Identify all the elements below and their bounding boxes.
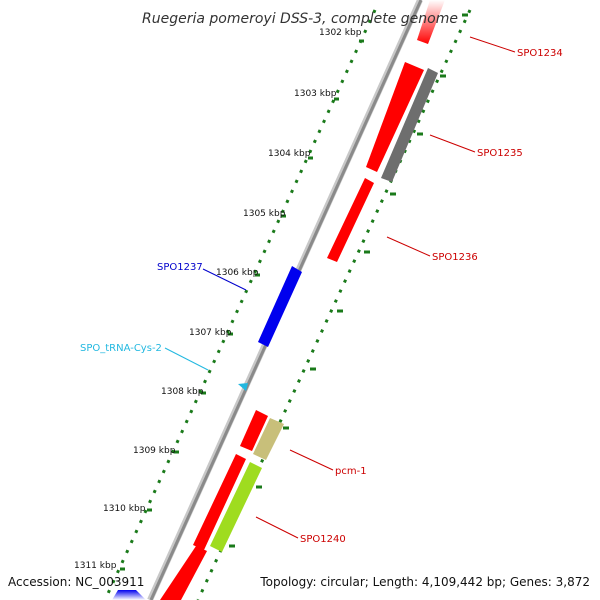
callout-line-SPO1237	[202, 268, 247, 291]
gene-SPO1240[interactable]	[210, 462, 262, 552]
tick-label: 1303 kbp	[294, 89, 337, 99]
major-ticks	[120, 13, 468, 571]
tick-label: 1306 kbp	[216, 268, 259, 278]
tick-labels: 1302 kbp 1303 kbp 1304 kbp 1305 kbp 1306…	[74, 28, 362, 571]
gene-label-SPO1234[interactable]: SPO1234	[517, 48, 563, 59]
tick-label: 1310 kbp	[103, 504, 146, 514]
gene-pcm-1[interactable]	[253, 418, 284, 460]
gene-SPO1234[interactable]	[417, 0, 445, 44]
tick-ring-left	[103, 9, 377, 600]
gene-pcm-1-neighbor[interactable]	[240, 410, 268, 451]
tick-label: 1305 kbp	[243, 209, 286, 219]
gene-label-SPO1235[interactable]: SPO1235	[477, 148, 523, 159]
callout-line-SPO1236	[386, 236, 431, 257]
callout-line-SPO1235	[429, 134, 476, 153]
tick-label: 1308 kbp	[161, 387, 204, 397]
gene-label-trna[interactable]: SPO_tRNA-Cys-2	[80, 343, 162, 354]
gene-SPO1233-arrow[interactable]	[366, 62, 424, 172]
callout-line-SPO1240	[255, 516, 299, 539]
tick-label: 1304 kbp	[268, 149, 311, 159]
callout-line-pcm-1	[289, 449, 334, 471]
gene-SPO1237[interactable]	[258, 266, 302, 347]
tick-label: 1311 kbp	[74, 561, 117, 571]
topology-text: Topology: circular; Length: 4,109,442 bp…	[260, 575, 590, 589]
gene-SPO1242-partial[interactable]	[112, 590, 146, 600]
callout-line-trna	[164, 347, 209, 371]
accession-text: Accession: NC_003911	[8, 575, 145, 589]
map-title: Ruegeria pomeroyi DSS-3, complete genome	[142, 11, 458, 27]
callout-line-SPO1234	[469, 36, 516, 53]
gene-label-SPO1240[interactable]: SPO1240	[300, 534, 346, 545]
tick-label: 1302 kbp	[319, 28, 362, 38]
gene-label-SPO1237[interactable]: SPO1237	[157, 262, 203, 273]
tick-label: 1309 kbp	[133, 446, 176, 456]
tick-label: 1307 kbp	[189, 328, 232, 338]
gene-label-SPO1236[interactable]: SPO1236	[432, 252, 478, 263]
gene-SPO1241[interactable]	[160, 546, 207, 600]
gene-SPO1235[interactable]	[381, 68, 438, 182]
gene-label-pcm-1[interactable]: pcm-1	[335, 466, 367, 477]
trna-SPO_tRNA-Cys-2[interactable]	[238, 383, 248, 391]
gene-SPO1236[interactable]	[327, 178, 374, 262]
gene-SPO1239[interactable]	[193, 454, 246, 550]
